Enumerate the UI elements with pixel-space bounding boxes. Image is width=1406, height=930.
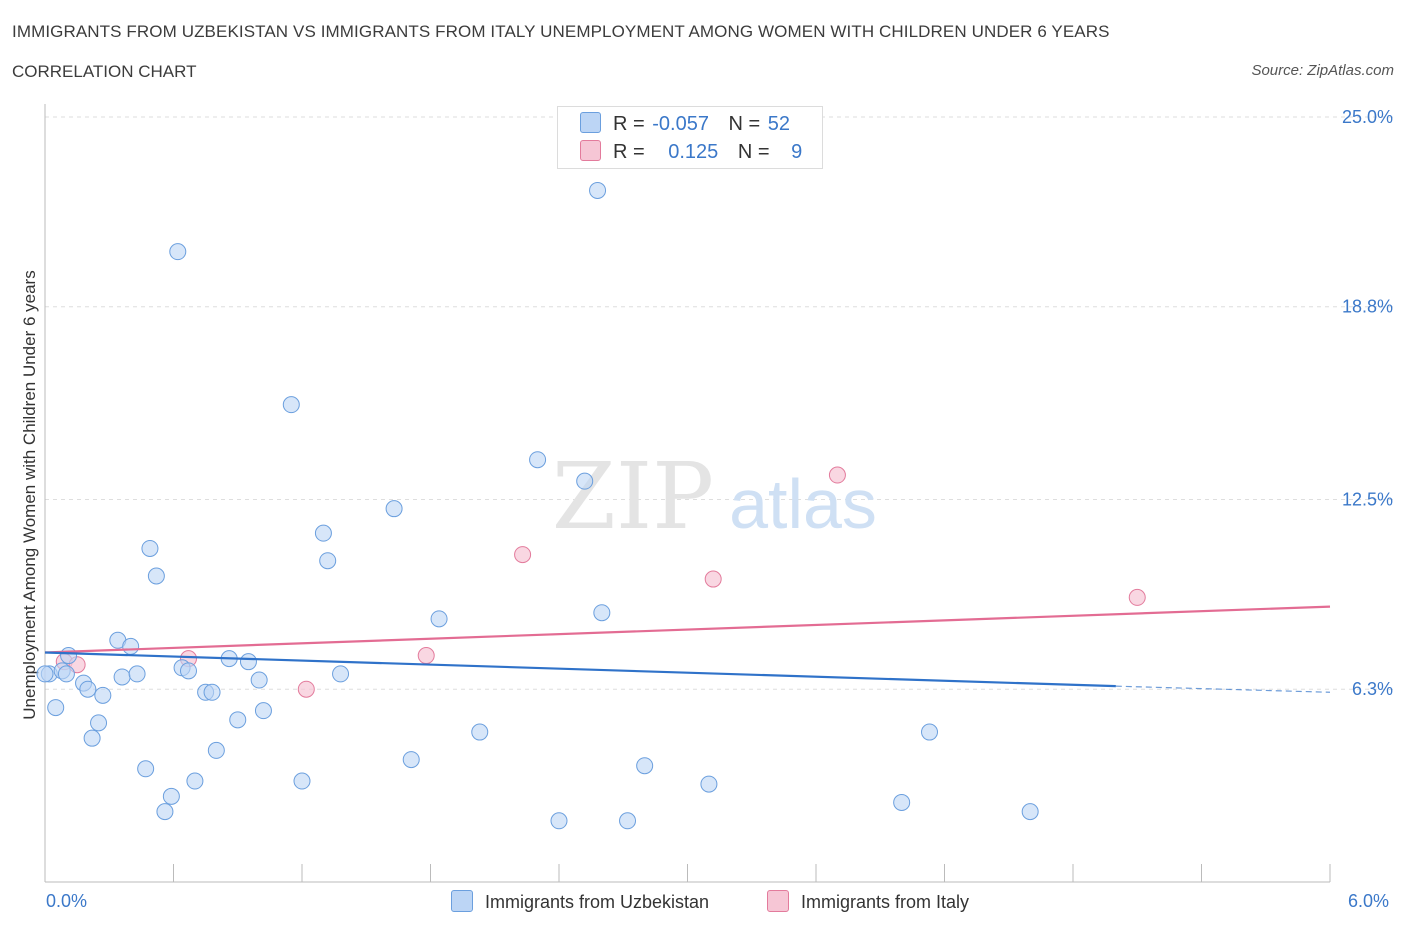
uzbekistan-point xyxy=(90,714,108,732)
uzbekistan-point xyxy=(113,668,131,686)
uzbekistan-point xyxy=(207,741,225,759)
y-tick-label: 18.8% xyxy=(1342,297,1393,317)
uzbekistan-point xyxy=(47,699,65,717)
watermark-zip: ZIP xyxy=(552,443,714,550)
n-label: N = xyxy=(737,141,770,163)
italy-point xyxy=(514,546,532,564)
legend-row-uzbekistan: R = -0.057 N = 52 xyxy=(580,112,790,136)
uzbekistan-point xyxy=(229,711,247,729)
uzbekistan-point xyxy=(186,772,204,790)
uzbekistan-point xyxy=(137,760,155,778)
y-tick-labels: 6.3% 12.5% 18.8% 25.0% xyxy=(1342,107,1393,699)
uzbekistan-r-value: -0.057 xyxy=(652,113,709,135)
uzbekistan-point xyxy=(57,665,75,683)
italy-legend-label: Immigrants from Italy xyxy=(801,892,970,912)
legend-item-italy[interactable]: Immigrants from Italy xyxy=(767,890,969,913)
uzbekistan-point xyxy=(60,647,78,665)
uzbekistan-point xyxy=(314,524,332,542)
chart-subtitle: CORRELATION CHART xyxy=(12,62,197,81)
watermark-atlas: atlas xyxy=(729,465,877,543)
italy-r-value: 0.125 xyxy=(668,141,719,163)
uzbekistan-point xyxy=(36,665,54,683)
uzbekistan-point xyxy=(619,812,637,830)
n-label: N = xyxy=(728,113,761,135)
uzbekistan-point xyxy=(402,751,420,769)
uzbekistan-point xyxy=(141,539,159,557)
uzbekistan-point xyxy=(893,793,911,811)
trend-lines xyxy=(44,605,1331,693)
x-tick-max: 6.0% xyxy=(1348,891,1390,911)
uzbekistan-point xyxy=(156,803,174,821)
uzbekistan-point xyxy=(250,671,268,689)
italy-n-value: 9 xyxy=(791,141,803,163)
italy-swatch xyxy=(580,140,601,161)
x-tick-min: 0.0% xyxy=(46,891,88,911)
uzbekistan-point xyxy=(282,396,300,414)
uzbekistan-point xyxy=(385,500,403,518)
uzbekistan-point xyxy=(79,680,97,698)
uzbekistan-point xyxy=(179,662,197,680)
uzbekistan-point xyxy=(203,683,221,701)
uzbekistan-point xyxy=(589,181,607,199)
italy-point xyxy=(704,570,722,588)
uzbekistan-point xyxy=(128,665,146,683)
uzbekistan-point xyxy=(430,610,448,628)
uzbekistan-point xyxy=(319,552,337,570)
source-credit: Source: ZipAtlas.com xyxy=(1251,62,1394,79)
italy-point xyxy=(417,647,435,665)
uzbekistan-point xyxy=(254,702,272,720)
legend-item-uzbekistan[interactable]: Immigrants from Uzbekistan xyxy=(451,890,709,913)
y-tick-label: 12.5% xyxy=(1342,490,1393,510)
uzbekistan-point xyxy=(1021,803,1039,821)
uzbekistan-point xyxy=(636,757,654,775)
italy-point xyxy=(1128,588,1146,606)
chart-title: IMMIGRANTS FROM UZBEKISTAN VS IMMIGRANTS… xyxy=(12,22,1110,41)
r-label: R = xyxy=(613,141,645,163)
uzbekistan-point xyxy=(529,451,547,469)
uzbekistan-point xyxy=(293,772,311,790)
correlation-legend: R = -0.057 N = 52 R = 0.125 N = 9 xyxy=(557,106,823,169)
y-tick-label: 6.3% xyxy=(1352,679,1393,699)
y-tick-label: 25.0% xyxy=(1342,107,1393,127)
uzbekistan-n-value: 52 xyxy=(767,113,791,135)
uzbekistan-legend-swatch xyxy=(451,890,473,912)
uzbekistan-point xyxy=(593,604,611,622)
uzbekistan-point xyxy=(169,243,187,261)
uzbekistan-point xyxy=(162,787,180,805)
uzbekistan-point xyxy=(921,723,939,741)
uzbekistan-trend-extension xyxy=(1115,685,1331,693)
r-label: R = xyxy=(613,113,645,135)
italy-point xyxy=(828,466,846,484)
italy-legend-swatch xyxy=(767,890,789,912)
uzbekistan-point xyxy=(83,729,101,747)
uzbekistan-point xyxy=(122,637,140,655)
italy-trend-line xyxy=(44,605,1331,654)
uzbekistan-point xyxy=(239,653,257,671)
uzbekistan-swatch xyxy=(580,112,601,133)
axes xyxy=(44,104,1331,883)
uzbekistan-point xyxy=(550,812,568,830)
uzbekistan-point xyxy=(471,723,489,741)
uzbekistan-point xyxy=(147,567,165,585)
legend-row-italy: R = 0.125 N = 9 xyxy=(580,140,802,164)
uzbekistan-trend-line xyxy=(44,651,1116,688)
uzbekistan-point xyxy=(94,686,112,704)
uzbekistan-points xyxy=(36,181,1039,830)
italy-point xyxy=(297,680,315,698)
uzbekistan-point xyxy=(332,665,350,683)
uzbekistan-point xyxy=(700,775,718,793)
uzbekistan-legend-label: Immigrants from Uzbekistan xyxy=(485,892,710,912)
gridlines xyxy=(45,116,1395,690)
uzbekistan-point xyxy=(576,472,594,490)
